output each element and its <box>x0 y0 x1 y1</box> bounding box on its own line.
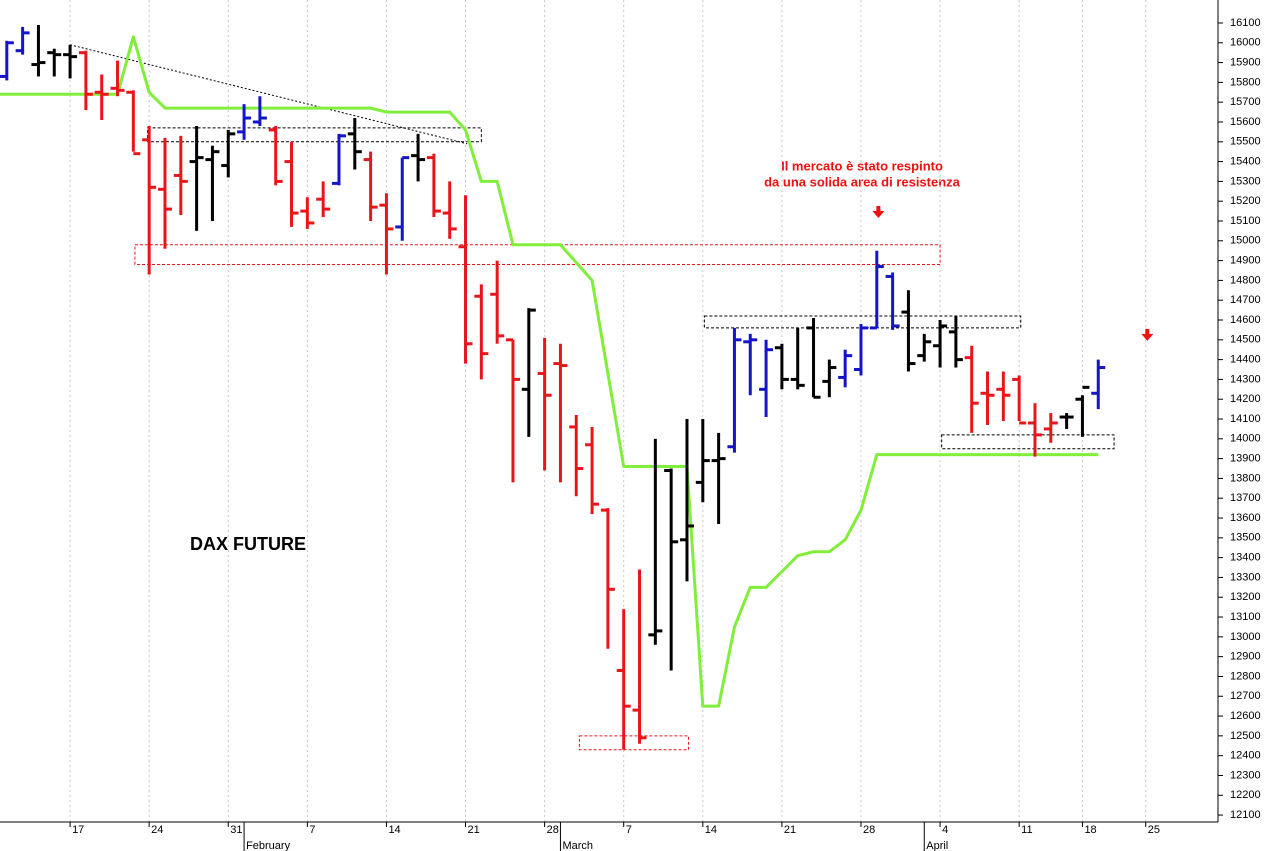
y-tick-label: 14700 <box>1230 294 1261 306</box>
y-tick-label: 14800 <box>1230 274 1261 286</box>
month-label: April <box>926 840 948 851</box>
x-tick-label: 28 <box>547 824 559 836</box>
y-tick-label: 12700 <box>1230 690 1261 702</box>
y-tick-label: 12100 <box>1230 809 1261 821</box>
y-tick-label: 13900 <box>1230 453 1261 465</box>
x-tick-label: 17 <box>72 824 84 836</box>
y-tick-label: 12300 <box>1230 769 1261 781</box>
y-tick-label: 13700 <box>1230 492 1261 504</box>
y-tick-label: 12800 <box>1230 670 1261 682</box>
y-tick-label: 12900 <box>1230 651 1261 663</box>
x-tick-label: 7 <box>309 824 315 836</box>
x-tick-label: 31 <box>230 824 242 836</box>
x-tick-label: 28 <box>863 824 875 836</box>
x-tick-label: 14 <box>388 824 400 836</box>
arrow <box>1141 328 1154 341</box>
y-tick-label: 12600 <box>1230 710 1261 722</box>
y-tick-label: 12500 <box>1230 730 1261 742</box>
month-label: February <box>246 840 291 851</box>
y-tick-label: 14300 <box>1230 373 1261 385</box>
zone <box>147 127 482 143</box>
y-tick-label: 13100 <box>1230 611 1261 623</box>
y-tick-label: 14100 <box>1230 413 1261 425</box>
y-tick-label: 15300 <box>1230 175 1261 187</box>
y-tick-label: 15200 <box>1230 195 1261 207</box>
x-tick-label: 4 <box>942 824 948 836</box>
y-tick-label: 14500 <box>1230 334 1261 346</box>
annotation: da una solida area di resistenza <box>764 174 961 189</box>
y-tick-label: 14600 <box>1230 314 1261 326</box>
y-tick-label: 12200 <box>1230 789 1261 801</box>
y-tick-label: 15400 <box>1230 155 1261 167</box>
x-tick-label: 21 <box>468 824 480 836</box>
y-tick-label: 15900 <box>1230 56 1261 68</box>
trendline <box>69 44 468 145</box>
x-tick-label: 24 <box>151 824 163 836</box>
chart-title: DAX FUTURE <box>190 534 306 554</box>
annotation: Il mercato è stato respinto <box>781 158 943 173</box>
x-tick-label: 21 <box>784 824 796 836</box>
month-label: March <box>562 840 593 851</box>
x-tick-label: 14 <box>705 824 717 836</box>
y-tick-label: 16100 <box>1230 17 1261 29</box>
x-tick-label: 11 <box>1021 824 1032 836</box>
y-tick-label: 13800 <box>1230 472 1261 484</box>
x-tick-label: 18 <box>1084 824 1096 836</box>
y-tick-label: 15800 <box>1230 76 1261 88</box>
y-tick-label: 13500 <box>1230 532 1261 544</box>
y-tick-label: 13200 <box>1230 591 1261 603</box>
y-tick-label: 13300 <box>1230 571 1261 583</box>
y-tick-label: 15500 <box>1230 136 1261 148</box>
arrow <box>872 206 885 219</box>
y-tick-label: 16000 <box>1230 37 1261 49</box>
y-tick-label: 14000 <box>1230 433 1261 445</box>
y-tick-label: 15700 <box>1230 96 1261 108</box>
y-tick-label: 13400 <box>1230 552 1261 564</box>
zone <box>578 735 690 751</box>
line <box>0 35 1099 708</box>
y-tick-label: 14400 <box>1230 354 1261 366</box>
x-tick-label: 25 <box>1148 824 1160 836</box>
y-tick-label: 13000 <box>1230 631 1261 643</box>
y-tick-label: 14200 <box>1230 393 1261 405</box>
y-tick-label: 15100 <box>1230 215 1261 227</box>
y-tick-label: 15600 <box>1230 116 1261 128</box>
zone <box>941 434 1115 450</box>
y-tick-label: 13600 <box>1230 512 1261 524</box>
y-tick-label: 15000 <box>1230 235 1261 247</box>
y-tick-label: 14900 <box>1230 255 1261 267</box>
x-tick-label: 7 <box>626 824 632 836</box>
y-tick-label: 12400 <box>1230 750 1261 762</box>
